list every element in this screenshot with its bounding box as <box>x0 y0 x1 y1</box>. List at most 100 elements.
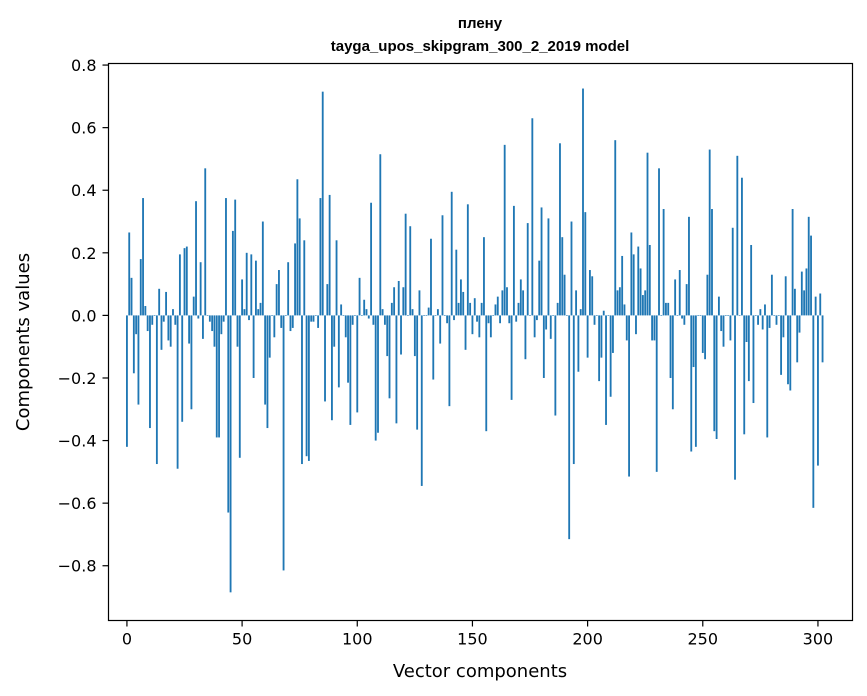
bar <box>420 315 423 486</box>
x-axis-label: Vector components <box>393 661 567 682</box>
bar <box>425 315 428 316</box>
bar <box>229 315 232 593</box>
bar <box>450 191 453 316</box>
bar <box>312 315 315 322</box>
bar <box>784 276 787 316</box>
bar <box>582 88 584 316</box>
bar <box>789 315 792 391</box>
bar <box>234 199 237 316</box>
bar <box>185 246 188 316</box>
y-tick-label: 0.0 <box>71 306 96 325</box>
bar <box>793 288 796 316</box>
bar <box>517 302 520 316</box>
bar <box>800 271 803 316</box>
bar <box>745 315 748 342</box>
bar <box>787 315 789 385</box>
bar <box>660 315 663 316</box>
bar <box>291 315 294 328</box>
bar <box>512 205 515 316</box>
bar <box>153 315 156 316</box>
bar <box>434 315 437 316</box>
bar <box>243 309 246 316</box>
x-tick-label: 0 <box>122 630 132 649</box>
bar <box>773 315 776 316</box>
bar <box>810 235 812 316</box>
bar <box>266 315 269 429</box>
bar <box>759 309 762 316</box>
bar <box>612 315 614 353</box>
bar <box>586 315 589 358</box>
bar <box>533 315 536 338</box>
bar <box>386 315 389 357</box>
bar <box>554 315 557 416</box>
bar <box>190 315 193 410</box>
bar <box>549 315 552 339</box>
bar <box>648 244 651 316</box>
y-tick-label: −0.2 <box>58 369 97 388</box>
bar <box>796 315 799 363</box>
bar <box>752 315 755 404</box>
chart-subtitle: tayga_upos_skipgram_300_2_2019 model <box>331 38 630 55</box>
bar <box>565 315 568 316</box>
bar <box>731 227 734 316</box>
bar <box>370 202 373 316</box>
bar <box>724 315 727 316</box>
bar <box>483 237 485 316</box>
bar <box>676 315 679 316</box>
y-axis-label: Components values <box>13 253 34 431</box>
bar <box>678 270 681 316</box>
bar <box>402 287 405 316</box>
bar <box>669 315 672 378</box>
bar <box>658 168 660 316</box>
bar <box>717 296 720 316</box>
bar <box>257 309 260 316</box>
bar <box>326 284 329 316</box>
bar <box>711 209 713 316</box>
bar <box>241 279 244 316</box>
bar <box>331 315 333 421</box>
bar <box>446 315 449 324</box>
bar <box>280 315 283 328</box>
bar <box>347 315 349 383</box>
bar <box>591 276 594 316</box>
bar <box>416 315 419 430</box>
bar <box>575 290 578 316</box>
bar <box>466 204 469 316</box>
bar <box>328 194 331 316</box>
bar <box>356 315 359 413</box>
bar <box>690 315 693 452</box>
bar <box>372 315 375 325</box>
bar <box>559 143 561 316</box>
bar <box>432 315 435 380</box>
bar <box>496 296 499 316</box>
bar <box>476 315 478 322</box>
bar <box>287 262 290 316</box>
bar <box>137 315 140 405</box>
bar <box>639 268 642 316</box>
bar <box>621 255 624 316</box>
bar <box>464 315 467 350</box>
bar <box>506 287 508 316</box>
x-tick-label: 250 <box>688 630 719 649</box>
bar <box>487 315 490 324</box>
bar <box>595 315 598 316</box>
bar <box>358 277 361 316</box>
bar <box>278 270 280 316</box>
bar <box>812 315 815 508</box>
x-axis-ticks: 0 50 100 150 200 250 300 <box>122 620 833 649</box>
bar <box>791 209 794 316</box>
bar <box>167 315 170 341</box>
bar <box>174 315 177 325</box>
bar <box>379 154 382 316</box>
bar <box>144 306 147 316</box>
bar <box>324 315 326 402</box>
bar <box>655 315 658 472</box>
bar <box>697 315 700 316</box>
bar <box>423 315 425 316</box>
bar <box>563 274 566 316</box>
x-tick-label: 100 <box>342 630 373 649</box>
bar <box>367 315 370 319</box>
bar <box>377 315 379 433</box>
bar <box>510 315 513 400</box>
bar <box>238 315 241 458</box>
